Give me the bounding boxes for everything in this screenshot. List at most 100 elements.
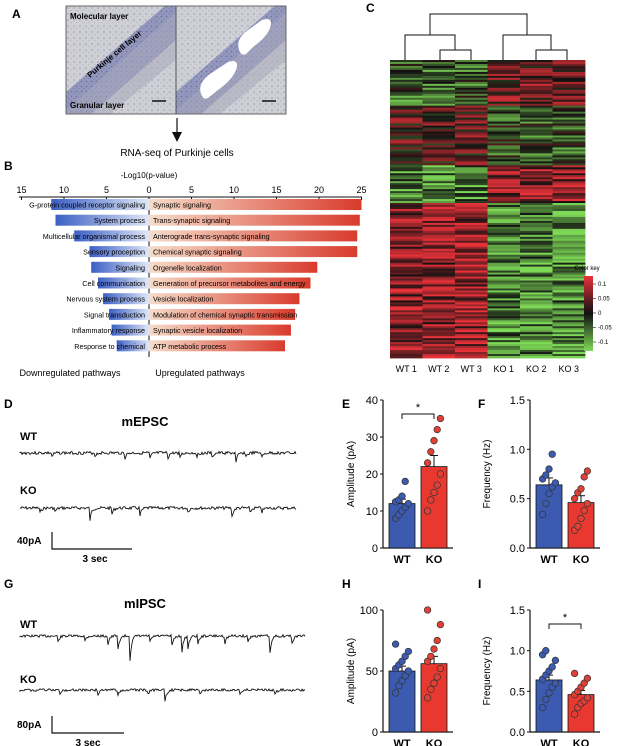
heatmap-cell (552, 356, 586, 359)
heatmap-cell (487, 292, 521, 295)
heatmap-cell (520, 246, 553, 250)
heatmap-cell (552, 191, 586, 194)
heatmap-cell (520, 201, 553, 204)
heatmap-cell (487, 312, 521, 315)
heatmap-cell (422, 292, 456, 295)
heatmap-cell (520, 336, 553, 339)
up-pathway-label: Orgenelle localization (153, 263, 222, 272)
heatmap-cell (487, 187, 521, 190)
heatmap-cell (422, 272, 456, 275)
up-bar (149, 277, 311, 289)
heatmap-cell (520, 268, 553, 271)
heatmap-cell (390, 292, 423, 295)
panel-letter-h: H (342, 577, 351, 591)
heatmap-cell (455, 238, 488, 242)
heatmap-cell (390, 175, 423, 178)
heatmap-cell (487, 149, 521, 152)
heatmap-cell (455, 71, 488, 75)
heatmap-cell (422, 67, 456, 71)
y-tick-label: 1.5 (510, 395, 525, 407)
heatmap-cell (422, 203, 456, 206)
heatmap-cell (390, 153, 423, 156)
heatmap-cell (552, 99, 586, 103)
heatmap-cell (390, 228, 423, 232)
heatmap-cell (422, 89, 456, 93)
down-bar (51, 199, 149, 210)
heatmap-cell (390, 262, 423, 266)
heatmap-cell (390, 97, 423, 101)
x-tick-label: WT (393, 738, 410, 746)
heatmap-cell (487, 302, 521, 305)
label-granular-layer: Granular layer (70, 101, 124, 110)
heatmap-cell (455, 296, 488, 299)
up-bar (149, 324, 291, 336)
data-point (542, 695, 550, 704)
heatmap-cell (552, 346, 586, 349)
heatmap-cell (422, 298, 456, 301)
heatmap-cell (455, 135, 488, 138)
significance-bracket (401, 413, 435, 419)
heatmap-cell (455, 187, 488, 190)
heatmap-cell (422, 242, 456, 246)
heatmap-cell (422, 256, 456, 260)
heatmap-cell (390, 258, 423, 262)
heatmap-cell (487, 101, 521, 105)
heatmap-cell (390, 210, 423, 214)
up-bar (149, 246, 358, 258)
heatmap-cell (487, 75, 521, 79)
heatmap-cell (390, 268, 423, 271)
heatmap-cell (390, 79, 423, 83)
heatmap-cell (487, 218, 521, 222)
heatmap-cell (552, 220, 586, 224)
heatmap-cell (487, 276, 521, 279)
data-point (436, 664, 445, 673)
heatmap-cell (422, 179, 456, 182)
mepsc-ko-label: KO (20, 485, 37, 497)
heatmap-cell (422, 145, 456, 148)
heatmap-cell (552, 77, 586, 81)
heatmap-cell (487, 175, 521, 178)
data-point (545, 490, 553, 498)
heatmap-cell (487, 242, 521, 246)
heatmap-cell (390, 115, 423, 119)
y-axis-label: Amplitude (pA) (346, 638, 357, 704)
y-tick-label: 1.0 (510, 646, 525, 658)
heatmap-cell (422, 214, 456, 218)
heatmap-cell (552, 187, 586, 190)
heatmap-cell (520, 332, 553, 335)
heatmap-cell (455, 234, 488, 238)
heatmap-cell (552, 197, 586, 200)
heatmap-cell (520, 322, 553, 325)
heatmap-cell (390, 95, 423, 99)
heatmap-cell (487, 95, 521, 99)
heatmap-cell (455, 280, 488, 283)
heatmap-cell (390, 165, 423, 168)
heatmap-cell (422, 119, 456, 122)
heatmap-cell (455, 65, 488, 69)
data-point (548, 450, 556, 458)
heatmap-cell (552, 171, 586, 174)
heatmap-cell (422, 133, 456, 136)
heatmap-cell (390, 272, 423, 275)
heatmap-cell (487, 334, 521, 337)
heatmap-cell (552, 324, 586, 327)
heatmap-cell (455, 129, 488, 132)
data-point (427, 652, 435, 661)
heatmap-cell (552, 222, 586, 226)
panel-c-heatmap: WT 1 WT 2 WT 3 KO 1 KO 2 KO 3 Color key 0.1 0.… (390, 13, 612, 374)
heatmap-cell (390, 67, 423, 71)
heatmap-cell (520, 109, 553, 113)
heatmap-cell (552, 332, 586, 335)
heatmap-cell (455, 288, 488, 291)
heatmap-cell (455, 312, 488, 315)
data-point (433, 673, 441, 681)
heatmap-cell (520, 212, 553, 216)
heatmap-cell (390, 103, 423, 107)
heatmap-cell (390, 288, 423, 291)
heatmap-cell (487, 352, 521, 355)
heatmap-cell (422, 185, 456, 188)
heatmap-cell (390, 121, 423, 124)
mipsc-scale-bar (51, 716, 124, 734)
heatmap-cell (520, 284, 553, 287)
heatmap-cell (422, 288, 456, 291)
